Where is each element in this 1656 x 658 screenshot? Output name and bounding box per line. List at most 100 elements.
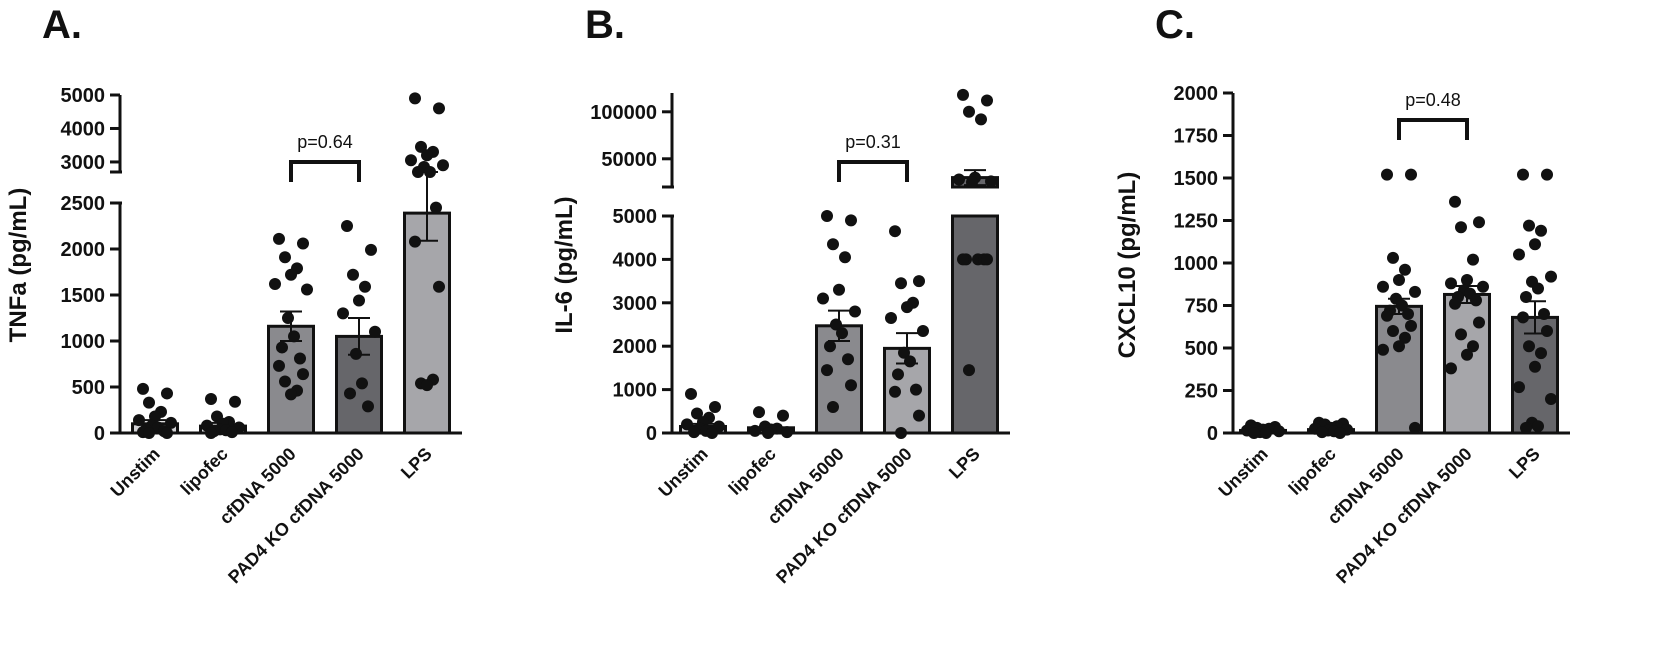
data-point — [895, 277, 907, 290]
chart-panel-b: B. IL-6 (pg/mL) 0 1000 2000 3000 4000 5000 50000… — [551, 3, 1010, 587]
y-tick-label: 1750 — [1174, 126, 1219, 148]
bar — [951, 214, 999, 435]
data-point — [347, 268, 359, 281]
data-point — [1461, 274, 1473, 286]
data-point — [341, 220, 353, 232]
y-tick-label: 5000 — [61, 85, 106, 107]
x-tick-label: LPS — [397, 444, 436, 483]
chart-panel-a: A. TNFa (pg/mL) 0 500 1000 1500 2000 2500 3000 40… — [5, 3, 462, 587]
data-point — [205, 392, 217, 405]
y-tick-label: 1000 — [613, 380, 658, 402]
data-point — [1523, 340, 1535, 353]
data-point — [285, 268, 297, 281]
data-point — [1473, 316, 1485, 329]
y-tick-label: 0 — [94, 423, 105, 445]
significance-bracket — [289, 160, 361, 182]
bar — [403, 211, 451, 435]
data-point — [889, 225, 901, 238]
data-point — [409, 235, 421, 248]
data-point — [205, 427, 217, 439]
y-axis-label: CXCL10 (pg/mL) — [1114, 172, 1141, 359]
y-tick-label: 4000 — [61, 118, 106, 140]
data-point — [1377, 343, 1389, 356]
data-point — [294, 352, 306, 365]
data-point — [685, 387, 697, 400]
data-point — [910, 383, 922, 396]
data-point — [344, 387, 356, 400]
data-point — [1520, 421, 1532, 434]
data-point — [1381, 309, 1393, 322]
data-point — [1517, 311, 1529, 324]
data-point — [365, 243, 377, 256]
data-point — [688, 426, 700, 439]
data-point — [836, 327, 848, 340]
data-point — [421, 379, 433, 392]
data-point — [433, 102, 445, 115]
data-point — [839, 251, 851, 264]
data-point — [904, 355, 916, 368]
data-point — [133, 414, 145, 427]
p-value-label: p=0.48 — [1405, 90, 1461, 110]
x-tick-label: PAD4 KO cfDNA 5000 — [224, 444, 368, 588]
data-point — [297, 237, 309, 250]
data-point — [824, 340, 836, 353]
x-tick-label: Unstim — [107, 444, 164, 501]
data-point — [895, 427, 907, 439]
data-point — [777, 409, 789, 422]
significance-bracket — [837, 160, 909, 182]
y-tick-label: 1500 — [1174, 168, 1219, 190]
data-point — [412, 166, 424, 178]
data-point — [1532, 420, 1544, 433]
x-tick-label: PAD4 KO cfDNA 5000 — [772, 444, 916, 588]
data-point — [1455, 221, 1467, 234]
data-point — [966, 176, 978, 189]
data-point — [981, 94, 993, 107]
y-axis-label: TNFa (pg/mL) — [5, 188, 32, 343]
data-point — [706, 427, 718, 439]
x-tick-label: lipofec — [177, 444, 232, 499]
data-point — [1405, 168, 1417, 181]
x-tick-label: Unstim — [1215, 444, 1272, 501]
p-value-label: p=0.64 — [297, 132, 353, 152]
data-point — [963, 105, 975, 118]
data-point — [953, 173, 965, 186]
x-tick-label: lipofec — [725, 444, 780, 499]
x-tick-label: lipofec — [1285, 444, 1340, 499]
data-point — [1273, 425, 1285, 438]
data-point — [1470, 294, 1482, 307]
data-point — [885, 311, 897, 324]
data-point — [830, 318, 842, 331]
data-point — [353, 294, 365, 307]
data-point — [273, 359, 285, 372]
data-point — [1399, 331, 1411, 344]
data-point — [892, 368, 904, 381]
data-point — [1545, 270, 1557, 283]
data-point — [1334, 427, 1346, 439]
data-point — [691, 407, 703, 420]
data-point — [957, 253, 969, 266]
data-point — [1445, 362, 1457, 375]
data-point — [681, 418, 693, 431]
data-point — [1517, 168, 1529, 181]
bar — [1511, 315, 1559, 435]
data-point — [1449, 297, 1461, 310]
data-point — [1513, 381, 1525, 394]
data-point — [985, 175, 997, 188]
data-point — [1532, 282, 1544, 295]
data-point — [842, 353, 854, 366]
data-point — [1445, 277, 1457, 290]
data-point — [1409, 285, 1421, 298]
data-point — [1513, 248, 1525, 261]
y-tick-label: 250 — [1185, 381, 1218, 403]
data-point — [1316, 426, 1328, 439]
data-point — [1381, 168, 1393, 181]
chart-panel-c: C. CXCL10 (pg/mL) 0 250 500 750 1000 1250 1500 17… — [1114, 3, 1570, 587]
data-point — [1409, 421, 1421, 434]
data-point — [409, 92, 421, 105]
data-point — [143, 427, 155, 439]
y-tick-label: 2500 — [61, 193, 106, 215]
data-point — [1396, 299, 1408, 312]
data-point — [1467, 340, 1479, 353]
data-point — [762, 427, 774, 439]
